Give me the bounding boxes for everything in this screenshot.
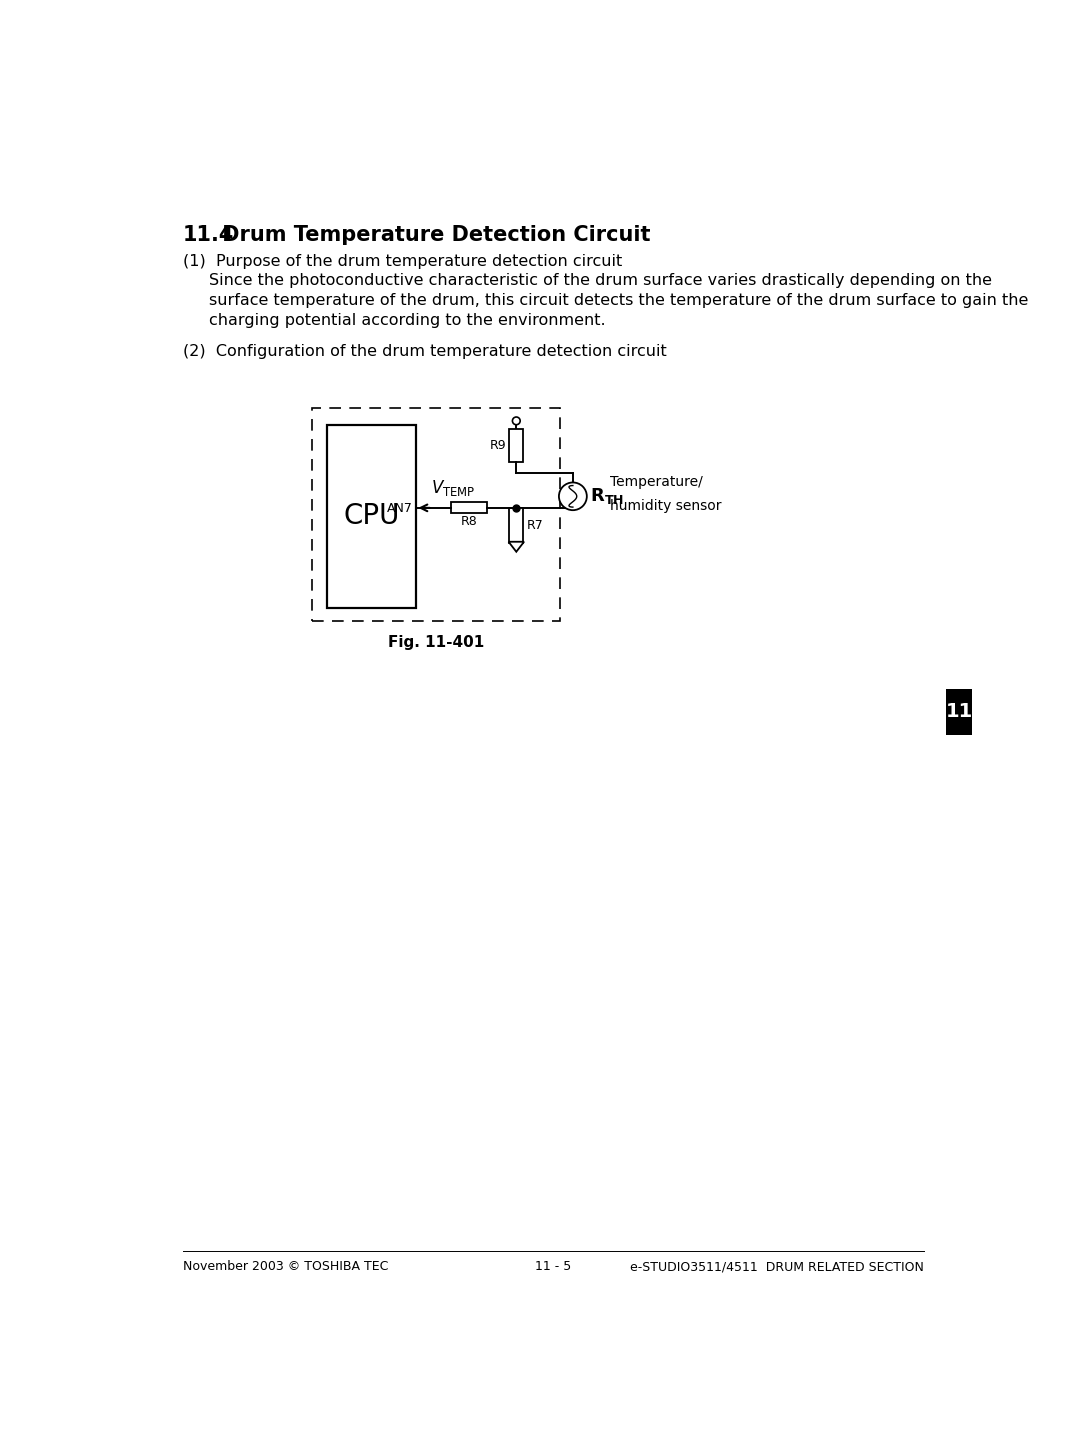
Text: surface temperature of the drum, this circuit detects the temperature of the dru: surface temperature of the drum, this ci… — [208, 293, 1028, 308]
Text: $\mathbf{R}_{\mathbf{TH}}$: $\mathbf{R}_{\mathbf{TH}}$ — [590, 486, 624, 506]
Text: (1)  Purpose of the drum temperature detection circuit: (1) Purpose of the drum temperature dete… — [183, 254, 622, 269]
Text: 11: 11 — [946, 702, 973, 722]
Text: humidity sensor: humidity sensor — [610, 500, 721, 513]
Bar — [451, 503, 487, 513]
Text: 11 - 5: 11 - 5 — [536, 1261, 571, 1274]
Bar — [312, 408, 559, 621]
Text: $V_{\mathregular{TEMP}}$: $V_{\mathregular{TEMP}}$ — [431, 478, 475, 497]
Text: 11.4: 11.4 — [183, 225, 234, 245]
Text: (2)  Configuration of the drum temperature detection circuit: (2) Configuration of the drum temperatur… — [183, 344, 666, 359]
Text: e-STUDIO3511/4511  DRUM RELATED SECTION: e-STUDIO3511/4511 DRUM RELATED SECTION — [630, 1261, 924, 1274]
Bar — [510, 429, 524, 461]
Bar — [946, 689, 972, 735]
Text: R7: R7 — [526, 519, 543, 532]
Text: R9: R9 — [489, 440, 507, 452]
Bar — [327, 425, 416, 608]
Text: AN7: AN7 — [388, 501, 414, 514]
Text: Fig. 11-401: Fig. 11-401 — [388, 635, 484, 650]
Text: R8: R8 — [461, 514, 477, 527]
Text: Since the photoconductive characteristic of the drum surface varies drastically : Since the photoconductive characteristic… — [208, 272, 991, 288]
Circle shape — [559, 483, 586, 510]
Text: Temperature/: Temperature/ — [610, 474, 703, 488]
Text: charging potential according to the environment.: charging potential according to the envi… — [208, 313, 605, 329]
Text: Drum Temperature Detection Circuit: Drum Temperature Detection Circuit — [215, 225, 650, 245]
Polygon shape — [509, 542, 524, 552]
Bar — [510, 507, 524, 542]
Text: November 2003 © TOSHIBA TEC: November 2003 © TOSHIBA TEC — [183, 1261, 389, 1274]
Text: CPU: CPU — [343, 501, 400, 530]
Circle shape — [512, 416, 521, 425]
